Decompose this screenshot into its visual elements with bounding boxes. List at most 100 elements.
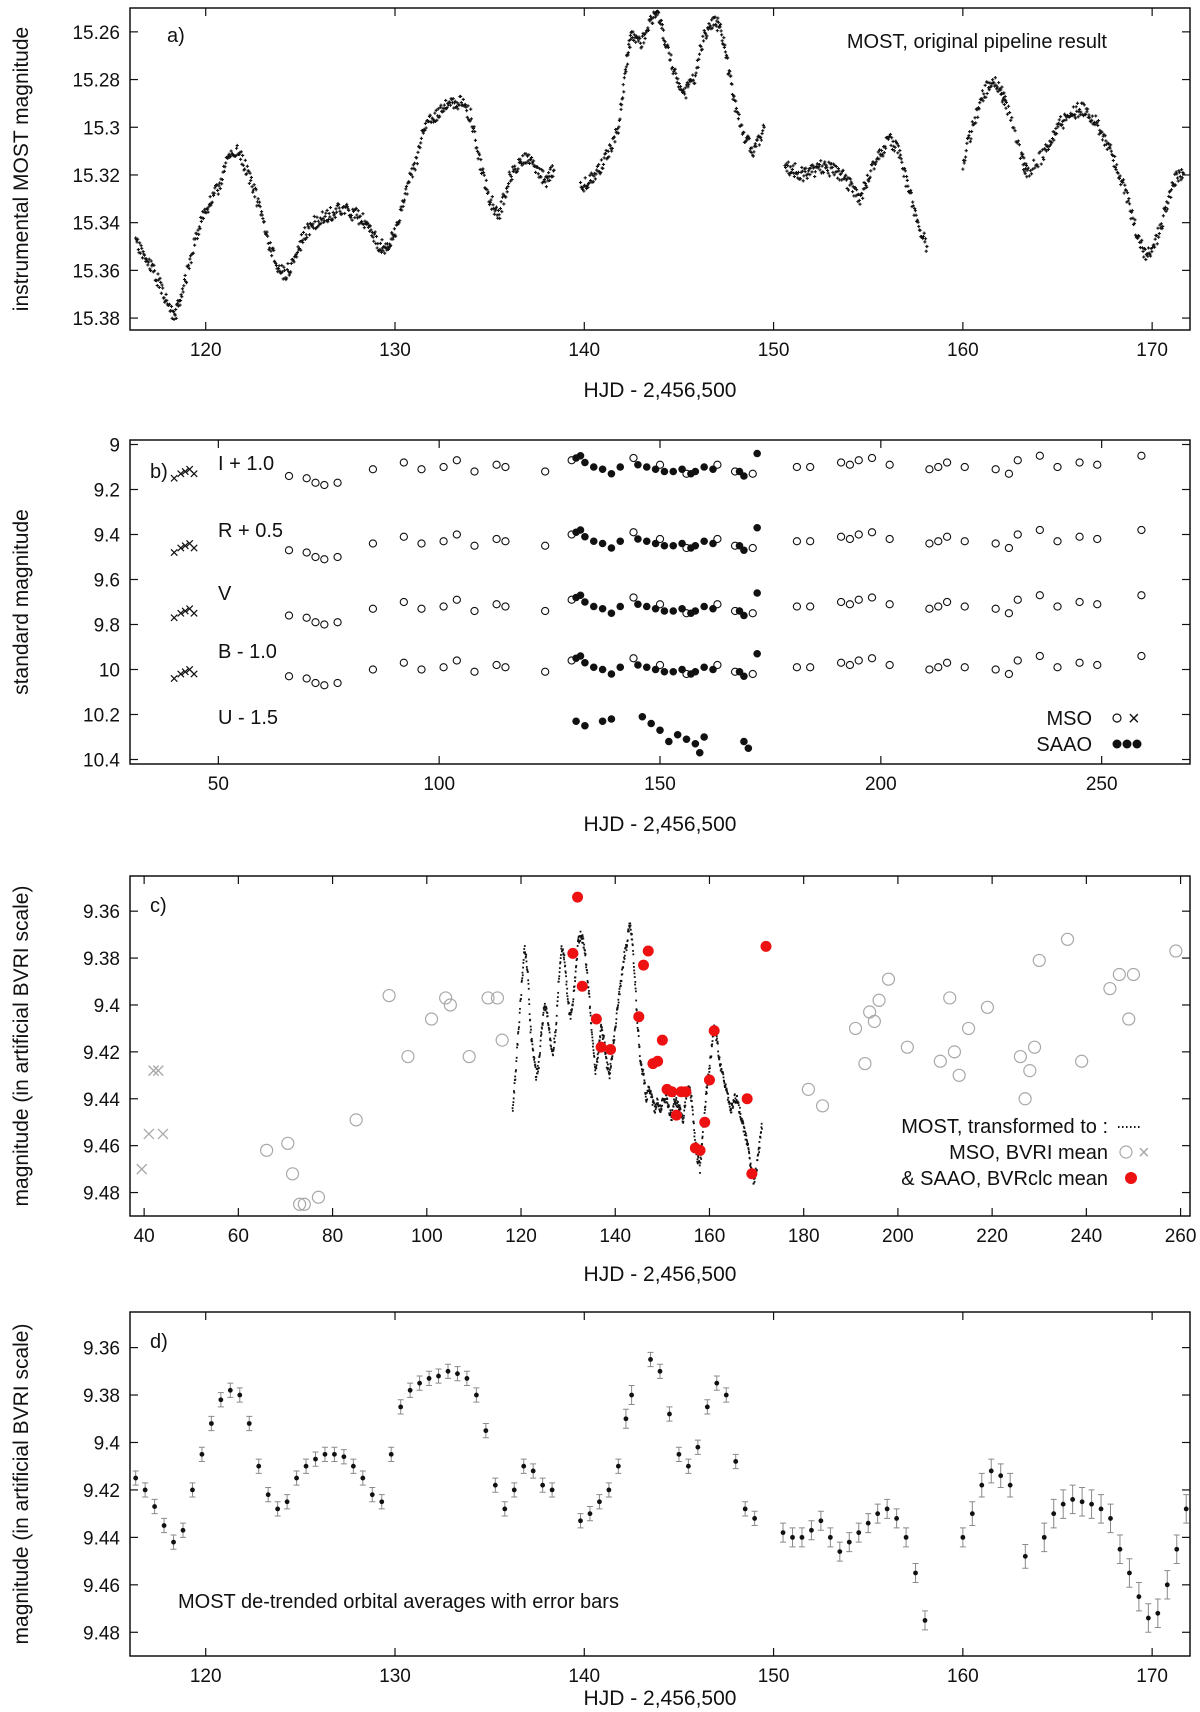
panel-b-mso-point-21: [792, 462, 802, 472]
legend-mso-circle-marker: [1112, 713, 1122, 723]
panel-a-point-230: [287, 273, 291, 277]
panel-d-point-97: [1136, 1594, 1142, 1600]
panel-a-point-987: [824, 163, 828, 167]
panel-a-point-944: [795, 172, 799, 176]
panel-c-most-point-151: [555, 1023, 558, 1026]
panel-c-most-point-241: [580, 935, 583, 938]
panel-a-point-130: [220, 182, 224, 186]
panel-c-xtick-label-1: 60: [228, 1226, 249, 1247]
panel-c-most-point-329: [605, 1057, 608, 1060]
panel-c-xtick-label-8: 200: [882, 1226, 914, 1247]
panel-b-saao-point-46: [576, 451, 585, 460]
panel-a-point-1104: [903, 169, 907, 173]
panel-c-most-point-499: [653, 1110, 656, 1113]
panel-a-point-467: [444, 98, 448, 103]
panel-b-mso-point-99: [1013, 530, 1022, 539]
panel-c-most-point-364: [615, 1018, 618, 1021]
panel-c-most-point-41: [524, 951, 526, 954]
panel-b-mso-point-20: [748, 469, 757, 478]
band-label-i: I + 1.0: [218, 453, 274, 475]
panel-c-most-point-223: [575, 959, 578, 962]
panel-a-point-858: [720, 39, 724, 43]
panel-a-point-1361: [1116, 171, 1120, 175]
panel-c-ytick-label-5: 9.46: [83, 1137, 120, 1158]
panel-a-point-1239: [1029, 172, 1034, 176]
panel-a-point-1156: [974, 121, 978, 125]
panel-b-saao-point-243: [589, 663, 598, 672]
panel-b-saao-point-189: [691, 607, 700, 615]
panel-a-point-1343: [1104, 139, 1108, 143]
panel-a-point-1086: [891, 139, 895, 143]
panel-c-most-point-420: [631, 938, 634, 941]
panel-c-most-point-257: [585, 966, 588, 969]
panel-c-mso-cross-4: [157, 1128, 169, 1140]
panel-a-point-1402: [1144, 257, 1148, 262]
panel-a-point-910: [752, 150, 756, 154]
panel-a-point-1142: [964, 149, 968, 153]
panel-a-point-271: [315, 215, 319, 219]
panel-a-point-264: [310, 224, 314, 228]
panel-d-point-17: [294, 1475, 299, 1481]
panel-c-most-point-742: [722, 1073, 725, 1076]
panel-b-mso-point-162: [991, 604, 1000, 613]
panel-c-most-point-573: [674, 1102, 677, 1104]
panel-d-point-27: [388, 1451, 394, 1457]
panel-c-most-point-466: [644, 1092, 647, 1094]
panel-a-point-128: [218, 186, 222, 191]
panel-a-point-713: [629, 37, 633, 41]
panel-b-saao-point-117: [634, 535, 642, 543]
panel-c-most-point-799: [738, 1112, 741, 1114]
panel-c-most-point-832: [747, 1148, 750, 1151]
panel-a-point-119: [212, 191, 216, 195]
panel-c-most-point-878: [760, 1122, 763, 1125]
panel-b-mso-point-198: [320, 681, 329, 690]
panel-c-most-point-247: [582, 937, 585, 940]
panel-a-point-199: [266, 241, 270, 246]
panel-a-point-707: [626, 51, 630, 55]
panel-a-point-1258: [1046, 147, 1051, 152]
panel-a-point-1411: [1150, 250, 1154, 254]
panel-d-point-84: [998, 1473, 1004, 1479]
panel-a-point-997: [831, 170, 835, 174]
panel-c-most-point-301: [597, 1051, 600, 1054]
panel-a-point-1041: [861, 196, 865, 200]
panel-a-point-226: [284, 276, 289, 280]
panel-a-point-267: [312, 214, 316, 219]
panel-b-saao-point-112: [581, 532, 589, 541]
panel-c-xtick-label-9: 220: [976, 1226, 1008, 1247]
panel-c-most-point-426: [633, 966, 635, 968]
panel-b-saao-point-259: [753, 649, 761, 658]
panel-d-point-2: [152, 1504, 158, 1509]
panel-c-most-point-635: [692, 1113, 694, 1116]
panel-a-point-1071: [881, 154, 885, 158]
panel-a-point-1120: [914, 213, 918, 217]
panel-b-mso-point-145: [629, 593, 638, 602]
panel-d-point-57: [695, 1444, 701, 1450]
panel-b-mso-cross-44: [190, 470, 198, 478]
panel-c-most-point-33: [521, 974, 524, 977]
panel-a-point-624: [549, 165, 553, 170]
panel-a-point-27: [152, 263, 156, 267]
panel-c-most-point-97: [540, 1035, 542, 1037]
panel-c-most-point-3: [512, 1101, 515, 1104]
panel-a-point-76: [183, 273, 187, 278]
panel-c-most-point-467: [644, 1093, 647, 1095]
panel-c-most-point-453: [640, 1063, 643, 1066]
panel-b-mso-point-12: [501, 462, 510, 472]
panel-a-point-805: [687, 83, 691, 87]
panel-c-most-point-362: [614, 1025, 617, 1028]
panel-c-most-point-668: [701, 1137, 704, 1140]
panel-a-point-63: [175, 302, 179, 306]
panel-d-point-7: [199, 1451, 205, 1457]
panel-c-most-point-132: [549, 1039, 552, 1042]
panel-a-point-709: [627, 38, 631, 43]
panel-a-point-1235: [1025, 168, 1029, 172]
panel-b-mso-point-6: [399, 458, 408, 467]
panel-c-most-point-382: [620, 980, 623, 983]
panel-a-point-791: [677, 81, 681, 86]
panel-b-saao-u-point-10: [691, 739, 700, 748]
panel-d-point-9: [218, 1397, 224, 1403]
panel-c-most-point-380: [619, 984, 622, 987]
panel-c-most-point-684: [705, 1092, 708, 1095]
panel-b-saao-point-128: [740, 546, 748, 555]
